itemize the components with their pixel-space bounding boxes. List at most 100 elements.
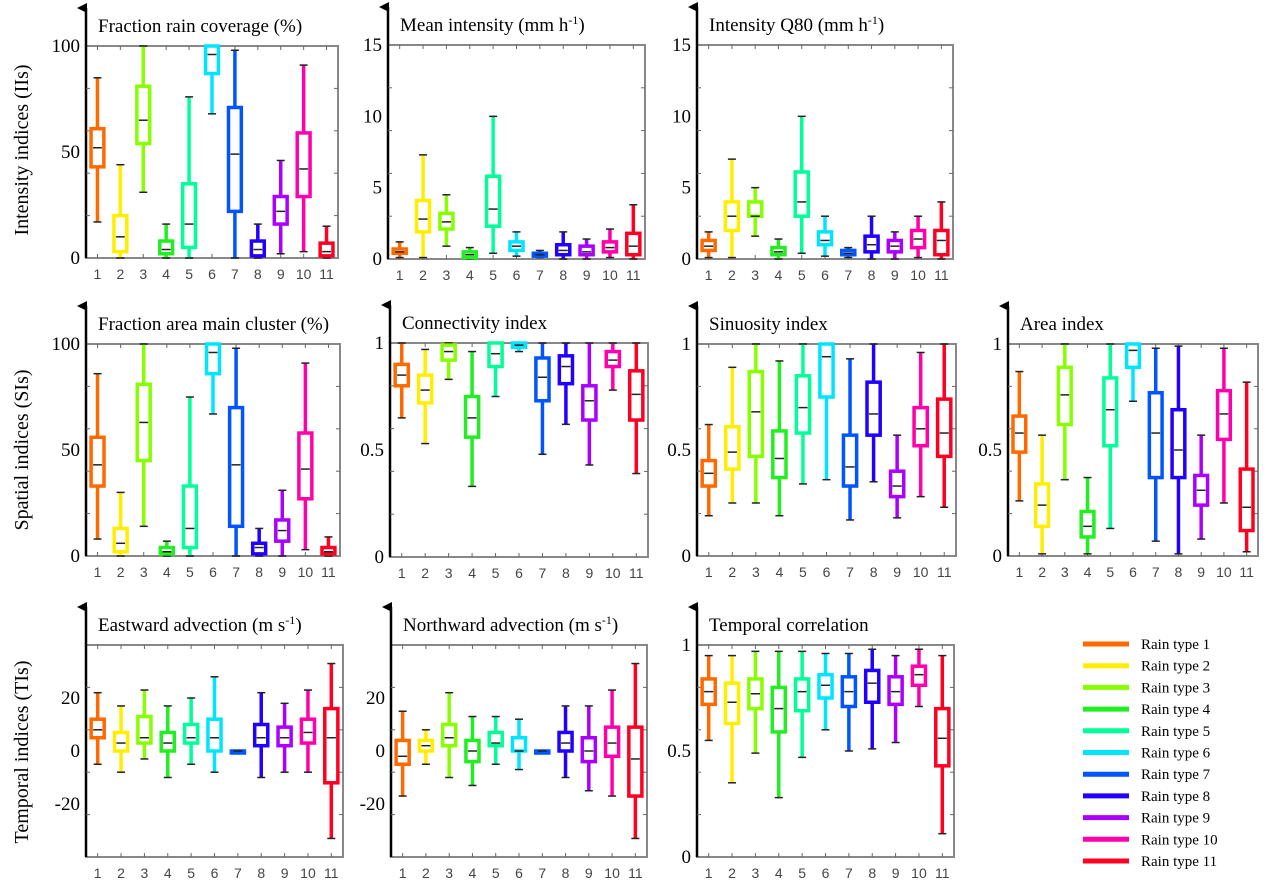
x-tick-label: 7 xyxy=(1152,564,1160,580)
iqr-box xyxy=(182,722,200,745)
y-tick-label: 0 xyxy=(682,249,692,270)
x-tick-label: 5 xyxy=(1106,564,1114,580)
iqr-box xyxy=(841,433,859,488)
y-tick-label: -20 xyxy=(55,794,80,815)
iqr-box xyxy=(603,725,621,759)
x-tick-label: 8 xyxy=(255,564,263,580)
iqr-box xyxy=(414,198,432,234)
x-tick-label: 10 xyxy=(604,865,620,881)
box-rain-type-6 xyxy=(1124,342,1142,402)
x-tick-label: 5 xyxy=(489,267,497,283)
box-rain-type-5 xyxy=(793,115,810,255)
x-tick-label: 2 xyxy=(1038,564,1046,580)
iqr-box xyxy=(318,241,335,258)
iqr-box xyxy=(299,717,317,745)
legend-item-rain-type-1: Rain type 1 xyxy=(1083,637,1210,653)
iqr-box xyxy=(226,105,244,214)
iqr-box xyxy=(112,730,130,753)
legend-label: Rain type 9 xyxy=(1141,811,1210,827)
iqr-box xyxy=(794,374,812,435)
x-tick-label: 10 xyxy=(296,266,312,282)
x-tick-label: 5 xyxy=(492,865,500,881)
x-tick-label: 8 xyxy=(1175,564,1183,580)
box-rain-type-6 xyxy=(510,718,528,771)
panel-title: Northward advection (m s-1) xyxy=(403,613,618,636)
x-tick-label: 8 xyxy=(868,865,876,881)
iqr-box xyxy=(416,373,434,405)
box-rain-type-5 xyxy=(484,115,502,255)
iqr-box xyxy=(863,668,881,704)
iqr-box xyxy=(793,170,810,218)
x-tick-label: 11 xyxy=(934,267,949,283)
iqr-box xyxy=(910,664,928,688)
x-tick-label: 5 xyxy=(186,564,194,580)
x-tick-label: 10 xyxy=(910,267,926,283)
box-rain-type-9 xyxy=(581,342,598,466)
iqr-box xyxy=(747,369,765,459)
x-tick-label: 11 xyxy=(935,865,950,881)
iqr-box xyxy=(463,394,481,439)
box-rain-type-8 xyxy=(252,691,270,779)
x-tick-label: 3 xyxy=(139,266,147,282)
box-rain-type-11 xyxy=(323,662,340,840)
iqr-box xyxy=(1056,365,1073,427)
box-rain-type-8 xyxy=(250,527,268,557)
iqr-box xyxy=(112,526,129,554)
box-rain-type-7 xyxy=(840,652,858,752)
x-tick-label: 1 xyxy=(399,865,407,881)
iqr-box xyxy=(865,380,882,437)
legend-item-rain-type-6: Rain type 6 xyxy=(1083,746,1211,762)
box-rain-type-6 xyxy=(204,342,222,415)
y-tick-label: 0 xyxy=(71,248,81,269)
x-tick-label: 6 xyxy=(211,865,219,881)
iqr-box xyxy=(581,384,598,422)
x-tick-label: 9 xyxy=(585,865,593,881)
box-rain-type-10 xyxy=(910,648,928,708)
box-rain-type-5 xyxy=(182,697,200,765)
box-rain-type-6 xyxy=(818,342,835,481)
box-rain-type-8 xyxy=(557,705,574,779)
box-rain-type-4 xyxy=(1079,476,1096,555)
legend-label: Rain type 3 xyxy=(1141,680,1210,696)
y-tick-label: -20 xyxy=(360,794,385,815)
y-tick-label: 0 xyxy=(376,741,386,762)
box-rain-type-4 xyxy=(158,223,175,259)
x-tick-label: 9 xyxy=(277,266,285,282)
x-tick-label: 10 xyxy=(1216,564,1232,580)
box-rain-type-1 xyxy=(393,342,411,419)
y-tick-label: 5 xyxy=(373,178,383,199)
x-tick-label: 9 xyxy=(892,865,900,881)
y-tick-label: 0 xyxy=(682,546,692,567)
iqr-box xyxy=(818,342,835,399)
legend-label: Rain type 4 xyxy=(1141,702,1211,718)
iqr-box xyxy=(912,405,930,448)
x-tick-label: 2 xyxy=(421,565,429,581)
y-tick-label: 15 xyxy=(363,35,382,56)
x-tick-label: 8 xyxy=(562,865,570,881)
iqr-box xyxy=(1170,407,1187,480)
box-rain-type-9 xyxy=(274,489,291,557)
box-rain-type-8 xyxy=(865,343,882,483)
row-label-temporal: Temporal indices (TIs) xyxy=(11,661,33,844)
x-tick-label: 3 xyxy=(752,865,760,881)
x-tick-label: 11 xyxy=(628,865,643,881)
x-tick-label: 2 xyxy=(728,865,736,881)
box-rain-type-2 xyxy=(414,154,432,259)
x-tick-label: 10 xyxy=(913,564,929,580)
box-rain-type-6 xyxy=(203,44,221,115)
iqr-box xyxy=(204,342,222,376)
box-rain-type-9 xyxy=(272,159,289,255)
iqr-box xyxy=(136,714,153,745)
iqr-box xyxy=(158,239,175,256)
iqr-box xyxy=(557,354,575,386)
box-rain-type-1 xyxy=(89,77,106,223)
x-tick-label: 8 xyxy=(870,564,878,580)
iqr-box xyxy=(1102,376,1119,448)
box-rain-type-10 xyxy=(603,689,621,797)
box-rain-type-6 xyxy=(816,215,834,257)
legend-label: Rain type 1 xyxy=(1141,637,1210,653)
iqr-box xyxy=(394,738,411,767)
legend-label: Rain type 8 xyxy=(1141,789,1210,805)
